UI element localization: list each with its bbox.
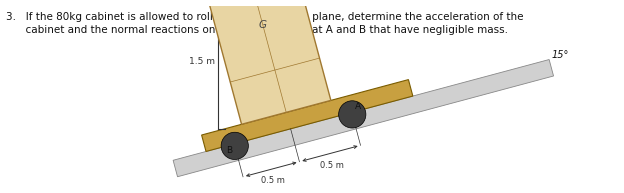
Text: 1.5 m: 1.5 m [189, 57, 215, 66]
Polygon shape [206, 0, 331, 124]
Circle shape [221, 132, 248, 159]
Text: cabinet and the normal reactions on the pair of rollers at A and B that have neg: cabinet and the normal reactions on the … [6, 25, 507, 35]
Text: 0.5 m: 0.5 m [261, 176, 285, 185]
Text: G: G [259, 20, 267, 30]
Circle shape [339, 101, 366, 128]
Polygon shape [202, 80, 413, 152]
Text: 0.5 m: 0.5 m [320, 161, 344, 170]
Text: 3.   If the 80kg cabinet is allowed to roll down the inclined plane, determine t: 3. If the 80kg cabinet is allowed to rol… [6, 12, 523, 22]
Text: A: A [354, 102, 361, 111]
Text: B: B [227, 146, 232, 155]
Text: 15°: 15° [552, 50, 569, 60]
Polygon shape [173, 59, 553, 177]
